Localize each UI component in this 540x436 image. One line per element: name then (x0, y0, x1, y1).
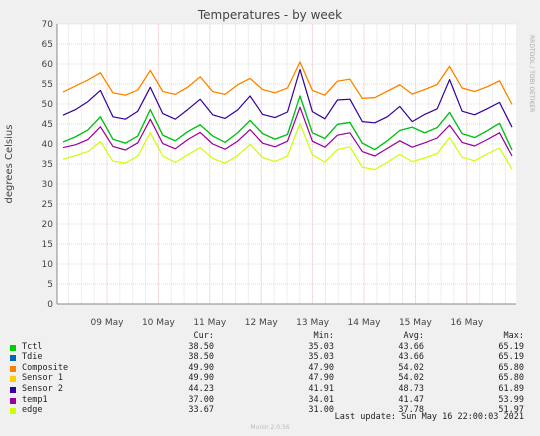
x-tick-label: 16 May (450, 318, 484, 328)
rrdtool-credit: RRDTOOL / TOBI OETIKER (528, 35, 535, 112)
legend-row: Sensor 1 49.90 47.90 54.02 65.80 (10, 373, 534, 384)
legend-max: 65.19 (498, 341, 524, 352)
y-tick-label: 70 (42, 20, 54, 30)
chart-title: Temperatures - by week (197, 8, 342, 22)
y-tick-label: 35 (42, 160, 53, 170)
x-tick-label: 10 May (142, 318, 176, 328)
legend-swatch (10, 355, 16, 362)
y-tick-label: 30 (42, 180, 54, 190)
y-tick-label: 55 (42, 80, 53, 90)
x-tick-label: 14 May (348, 318, 382, 328)
series-edge-line (62, 122, 513, 171)
legend-swatch (10, 386, 16, 393)
legend-header-avg: Avg: (403, 331, 424, 341)
legend-cur: 37.00 (188, 394, 214, 405)
legend-header-cur: Cur: (193, 331, 214, 341)
y-axis-label: degrees Celsius (4, 125, 15, 204)
legend-min: 35.03 (308, 341, 334, 352)
y-tick-label: 15 (42, 240, 53, 250)
legend-avg: 54.02 (398, 373, 424, 384)
legend-name: Tctl (22, 341, 43, 352)
legend-min: 47.90 (308, 373, 334, 384)
munin-version: Munin 2.0.56 (250, 424, 290, 431)
legend-avg: 41.47 (398, 394, 424, 405)
x-tick-label: 13 May (296, 318, 330, 328)
legend-swatch (10, 376, 16, 383)
x-tick-label: 15 May (399, 318, 433, 328)
legend-name: Sensor 1 (22, 373, 63, 384)
series-lines (62, 61, 513, 171)
legend-row: Composite 49.90 47.90 54.02 65.80 (10, 363, 534, 374)
legend-avg: 54.02 (398, 362, 424, 373)
legend-swatch (10, 397, 16, 404)
series-sensor-2-line (62, 68, 513, 128)
legend-max: 65.80 (498, 362, 524, 373)
legend-min: 31.00 (308, 405, 334, 416)
series-composite-line (62, 61, 513, 105)
last-update: Last update: Sun May 16 22:00:03 2021 (334, 412, 524, 422)
x-tick-label: 12 May (245, 318, 279, 328)
legend-header-max: Max: (503, 331, 524, 341)
legend-min: 47.90 (308, 362, 334, 373)
grid (57, 23, 516, 305)
legend-row: Sensor 2 44.23 41.91 48.73 61.89 (10, 384, 534, 395)
legend-name: temp1 (22, 394, 48, 405)
legend-row: Tdie 38.50 35.03 43.66 65.19 (10, 352, 534, 363)
series-temp1-line (62, 106, 513, 157)
legend-cur: 38.50 (188, 341, 214, 352)
temperature-chart: 0 5 10 15 20 25 30 35 40 45 50 55 60 65 70 09 May 10 May… (4, 8, 535, 328)
legend-row: temp1 37.00 34.01 41.47 53.99 (10, 395, 534, 406)
legend-header: Cur: Min: Avg: Max: (10, 331, 534, 342)
legend-avg: 48.73 (398, 383, 424, 394)
legend-avg: 43.66 (398, 341, 424, 352)
y-tick-label: 65 (42, 40, 53, 50)
y-tick-label: 20 (42, 220, 54, 230)
legend-avg: 37.78 (398, 405, 424, 416)
legend-swatch (10, 344, 16, 351)
x-tick-label: 11 May (193, 318, 227, 328)
legend-name: edge (22, 405, 43, 416)
y-tick-label: 45 (42, 120, 53, 130)
y-tick-label: 0 (47, 300, 53, 310)
legend-header-min: Min: (313, 331, 334, 341)
legend: Cur: Min: Avg: Max: Tctl 38.50 35.03 43.… (10, 331, 534, 416)
legend-cur: 49.90 (188, 373, 214, 384)
legend-min: 34.01 (308, 394, 334, 405)
legend-min: 35.03 (308, 352, 334, 363)
legend-swatch (10, 408, 16, 415)
series-tctl-line (62, 95, 513, 151)
tick-labels: 0 5 10 15 20 25 30 35 40 45 50 55 60 65 70 09 May 10 May… (42, 20, 484, 328)
legend-min: 41.91 (308, 383, 334, 394)
legend-swatch (10, 365, 16, 372)
legend-cur: 49.90 (188, 362, 214, 373)
legend-max: 65.80 (498, 373, 524, 384)
legend-row: edge 33.67 31.00 37.78 51.97 (10, 405, 534, 416)
legend-cur: 38.50 (188, 352, 214, 363)
legend-avg: 43.66 (398, 352, 424, 363)
legend-max: 65.19 (498, 352, 524, 363)
y-tick-label: 25 (42, 200, 53, 210)
legend-name: Composite (22, 362, 69, 373)
legend-name: Tdie (22, 352, 43, 363)
y-tick-label: 5 (47, 280, 53, 290)
y-tick-label: 40 (42, 140, 54, 150)
legend-row: Tctl 38.50 35.03 43.66 65.19 (10, 342, 534, 353)
legend-name: Sensor 2 (22, 383, 63, 394)
legend-cur: 44.23 (188, 383, 214, 394)
legend-max: 51.97 (498, 405, 524, 416)
x-tick-label: 09 May (91, 318, 125, 328)
legend-max: 53.99 (498, 394, 524, 405)
legend-max: 61.89 (498, 383, 524, 394)
y-tick-label: 50 (42, 100, 54, 110)
y-tick-label: 60 (42, 60, 54, 70)
y-tick-label: 10 (42, 260, 54, 270)
legend-cur: 33.67 (188, 405, 214, 416)
